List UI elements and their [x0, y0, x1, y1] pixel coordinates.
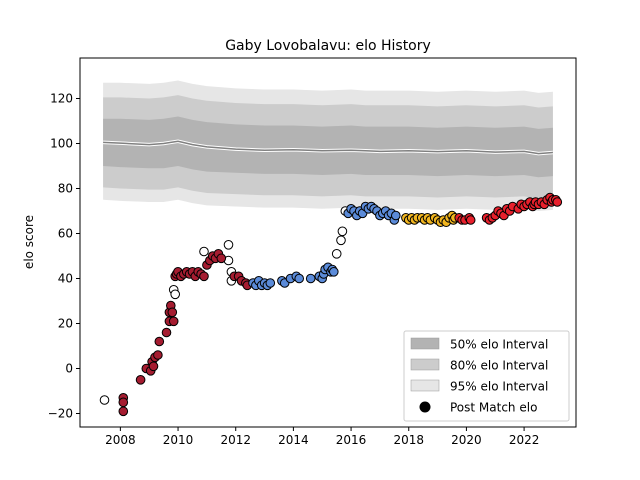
elo-point — [336, 235, 346, 246]
mean-line — [103, 140, 553, 155]
plot-area — [79, 57, 577, 428]
legend-swatch — [410, 358, 440, 371]
legend: 50% elo Interval 80% elo Interval 95% elo … — [403, 330, 570, 422]
y-axis: −20 0 20 40 60 80 100 120 — [48, 92, 80, 421]
elo-point — [331, 249, 342, 259]
interval-bands — [103, 80, 553, 211]
x-tick-label: 2014 — [278, 433, 309, 447]
elo-point — [168, 316, 179, 327]
elo-point — [265, 278, 276, 288]
y-tick-label: 0 — [65, 362, 73, 376]
elo-point — [391, 210, 401, 221]
elo-point — [223, 240, 234, 250]
elo-point — [294, 273, 305, 284]
legend-swatch — [410, 379, 440, 392]
y-tick-label: −20 — [48, 407, 73, 421]
elo-point — [135, 375, 146, 385]
x-tick-label: 2022 — [509, 433, 540, 447]
y-axis-label: elo score — [22, 215, 36, 269]
x-tick-label: 2012 — [220, 433, 251, 447]
elo-point — [199, 246, 209, 257]
legend-label: 50% elo Interval — [450, 338, 548, 352]
elo-point — [170, 289, 180, 300]
elo-point — [99, 395, 110, 405]
legend-box — [403, 330, 570, 422]
y-tick-label: 40 — [58, 272, 73, 286]
post-match-points — [99, 192, 563, 417]
elo-point — [154, 336, 165, 347]
band-50 — [103, 116, 553, 178]
x-tick-label: 2010 — [163, 433, 194, 447]
y-tick-label: 60 — [58, 227, 73, 241]
legend-label: 80% elo Interval — [450, 359, 548, 373]
chart-title: Gaby Lovobalavu: elo History — [225, 38, 431, 54]
y-tick-label: 20 — [58, 317, 73, 331]
x-tick-label: 2008 — [105, 433, 136, 447]
elo-point — [552, 197, 563, 207]
elo-point — [465, 215, 476, 225]
elo-point — [167, 307, 178, 318]
elo-point — [216, 253, 227, 264]
x-axis: 2008 2010 2012 2014 2016 2018 2020 2022 — [105, 427, 539, 447]
elo-point — [153, 350, 163, 360]
elo-point — [337, 226, 348, 237]
elo-point — [148, 361, 159, 372]
legend-label: Post Match elo — [450, 401, 537, 415]
elo-point — [329, 267, 339, 277]
x-tick-label: 2016 — [336, 433, 367, 447]
elo-point — [161, 327, 172, 338]
elo-point — [118, 406, 129, 417]
y-tick-label: 120 — [50, 92, 73, 106]
elo-point — [199, 271, 209, 282]
plot-frame — [79, 57, 577, 428]
elo-point — [305, 273, 316, 284]
x-tick-label: 2020 — [451, 433, 482, 447]
y-tick-label: 80 — [58, 182, 73, 196]
mean-elo-line — [103, 139, 554, 156]
legend-marker — [419, 401, 431, 413]
x-tick-label: 2018 — [393, 433, 424, 447]
legend-swatch — [410, 337, 440, 350]
legend-label: 95% elo Interval — [450, 380, 548, 394]
elo-point — [118, 397, 129, 408]
y-tick-label: 100 — [50, 137, 73, 151]
